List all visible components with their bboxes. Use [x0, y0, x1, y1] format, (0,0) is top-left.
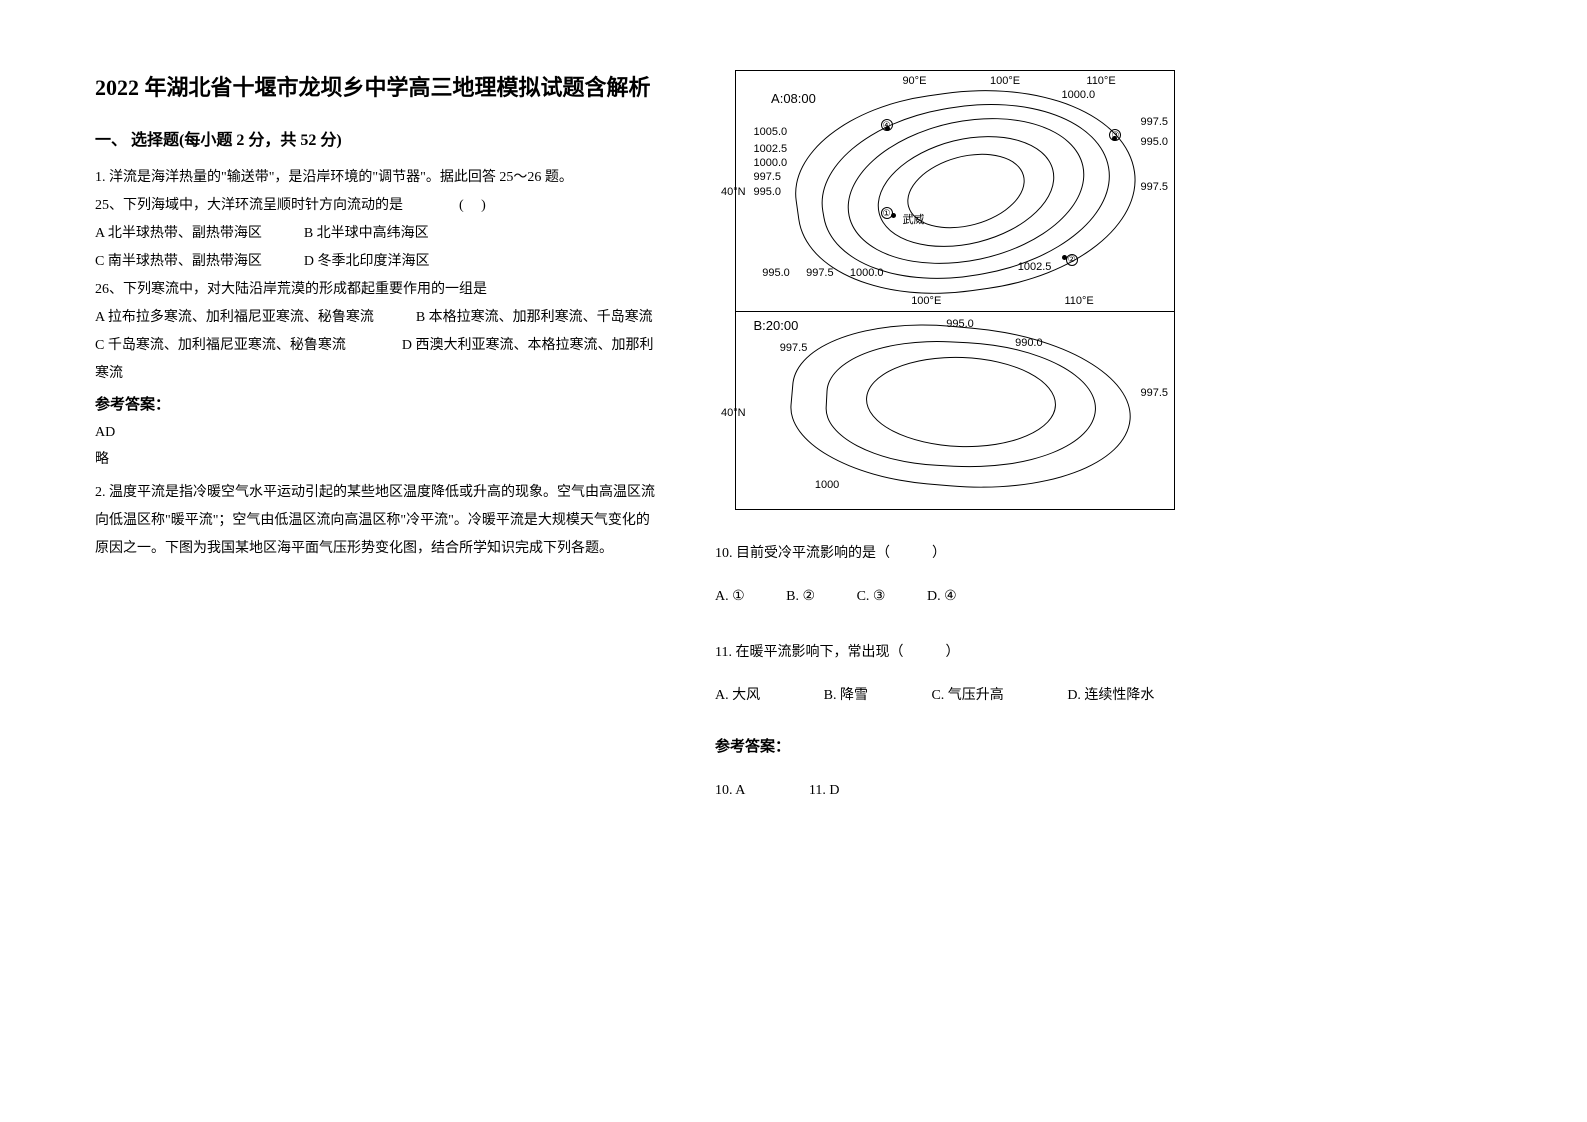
pressure-label: 1002.5: [754, 143, 788, 155]
answer-1b: 略: [95, 447, 655, 474]
pressure-label: 1005.0: [754, 126, 788, 138]
answer-label-1: 参考答案：: [95, 390, 655, 420]
pressure-label: 995.0: [762, 267, 790, 279]
lon-label: 100°E: [911, 295, 941, 307]
answer-1a: AD: [95, 420, 655, 447]
q2-intro: 2. 温度平流是指冷暖空气水平运动引起的某些地区温度降低或升高的现象。空气由高温…: [95, 479, 655, 563]
q11-opt-c: C. 气压升高: [931, 681, 1003, 712]
map-a-0800: 90°E 100°E 110°E A:08:00 1005.0 1002.5 1…: [736, 71, 1174, 312]
q10-opt-c: C. ③: [857, 582, 886, 613]
q25-opts-row1: A 北半球热带、副热带海区 B 北半球中高纬海区: [95, 220, 655, 248]
q10-opt-b: B. ②: [786, 582, 815, 613]
pressure-label: 1000.0: [850, 267, 884, 279]
pressure-figure: 90°E 100°E 110°E A:08:00 1005.0 1002.5 1…: [735, 70, 1175, 510]
lat-label: 40°N: [721, 186, 746, 198]
lon-label: 110°E: [1065, 295, 1094, 307]
city-label: 武威: [902, 211, 924, 227]
q26-opts-row1: A 拉布拉多寒流、加利福尼亚寒流、秘鲁寒流 B 本格拉寒流、加那利寒流、千岛寒流: [95, 304, 655, 332]
answers-1011: 10. A 11. D: [715, 776, 1275, 807]
section-heading: 一、 选择题(每小题 2 分，共 52 分): [95, 126, 655, 150]
answer-label-2: 参考答案：: [715, 732, 1275, 762]
map-b-2000: B:20:00 995.0 997.5 990.0 997.5 40°N 100…: [736, 312, 1174, 509]
pressure-label: 997.5: [754, 171, 782, 183]
ans-11: 11. D: [809, 776, 840, 807]
q10-stem: 10. 目前受冷平流影响的是（ ）: [715, 540, 1275, 568]
q10-options: A. ① B. ② C. ③ D. ④: [715, 582, 1275, 613]
point-dot: [1062, 255, 1067, 260]
q11-opt-d: D. 连续性降水: [1067, 681, 1154, 712]
q11-opt-a: A. 大风: [715, 681, 760, 712]
right-column: 90°E 100°E 110°E A:08:00 1005.0 1002.5 1…: [715, 70, 1275, 1052]
q26-stem: 26、下列寒流中，对大陆沿岸荒漠的形成都起重要作用的一组是: [95, 276, 655, 304]
pressure-label: 997.5: [1140, 116, 1168, 128]
point-dot: [885, 126, 890, 131]
q10-opt-d: D. ④: [927, 582, 957, 613]
time-label-a: A:08:00: [771, 91, 816, 106]
left-column: 2022 年湖北省十堰市龙坝乡中学高三地理模拟试题含解析 一、 选择题(每小题 …: [95, 70, 655, 1052]
point-2: ②: [1066, 254, 1078, 266]
pressure-label: 1000: [815, 479, 839, 491]
pressure-label: 995.0: [754, 186, 782, 198]
lon-label: 100°E: [990, 75, 1020, 87]
q26-opts-row2: C 千岛寒流、加利福尼亚寒流、秘鲁寒流 D 西澳大利亚寒流、本格拉寒流、加那利寒…: [95, 332, 655, 388]
lat-label: 40°N: [721, 407, 746, 419]
pressure-label: 1000.0: [1062, 89, 1096, 101]
q11-stem: 11. 在暖平流影响下，常出现（ ）: [715, 639, 1275, 667]
pressure-label: 997.5: [1140, 387, 1168, 399]
pressure-label: 997.5: [1140, 181, 1168, 193]
pressure-label: 995.0: [1140, 136, 1168, 148]
page-title: 2022 年湖北省十堰市龙坝乡中学高三地理模拟试题含解析: [95, 70, 655, 102]
ans-10: 10. A: [715, 776, 745, 807]
pressure-label: 990.0: [1015, 337, 1043, 349]
q11-opt-b: B. 降雪: [824, 681, 868, 712]
lon-label: 110°E: [1086, 75, 1115, 87]
lon-label: 90°E: [902, 75, 926, 87]
time-label-b: B:20:00: [754, 318, 799, 333]
q10-opt-a: A. ①: [715, 582, 745, 613]
pressure-label: 1002.5: [1018, 261, 1052, 273]
question-11: 11. 在暖平流影响下，常出现（ ） A. 大风 B. 降雪 C. 气压升高 D…: [715, 639, 1275, 712]
pressure-label: 997.5: [780, 342, 808, 354]
q1-intro: 1. 洋流是海洋热量的"输送带"，是沿岸环境的"调节器"。据此回答 25～26 …: [95, 164, 655, 192]
q25-stem: 25、下列海域中，大洋环流呈顺时针方向流动的是 ( ): [95, 192, 655, 220]
q25-opts-row2: C 南半球热带、副热带海区 D 冬季北印度洋海区: [95, 248, 655, 276]
pressure-label: 1000.0: [754, 157, 788, 169]
question-10: 10. 目前受冷平流影响的是（ ） A. ① B. ② C. ③ D. ④: [715, 540, 1275, 613]
pressure-label: 997.5: [806, 267, 834, 279]
pressure-label: 995.0: [946, 318, 974, 330]
q11-options: A. 大风 B. 降雪 C. 气压升高 D. 连续性降水: [715, 681, 1275, 712]
